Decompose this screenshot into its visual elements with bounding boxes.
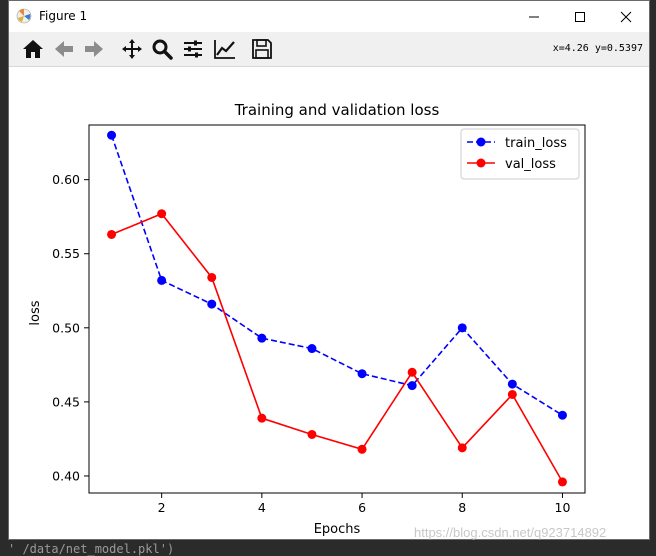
train-loss-point [457,323,467,333]
train-loss-point [357,369,367,379]
home-icon [23,40,43,58]
matplotlib-app-icon [16,8,32,24]
x-tick-label: 6 [358,500,366,515]
forward-icon [85,41,103,57]
configure-subplots-button[interactable] [180,36,206,62]
x-tick-label: 2 [158,500,166,515]
save-icon [252,39,272,59]
train-loss-point [507,379,517,389]
axes-frame [88,124,586,494]
y-tick-label: 0.60 [52,172,80,187]
close-icon [620,11,632,22]
train-loss-point [207,299,217,309]
chart-title: Training and validation loss [234,101,440,119]
home-button[interactable] [20,36,46,62]
y-tick-label: 0.55 [52,246,80,261]
legend-train-label: train_loss [505,136,567,151]
x-tick-label: 10 [555,500,571,515]
train-loss-point [257,333,267,343]
background-editor-edge [0,0,10,553]
cursor-coordinate-readout: x=4.26 y=0.5397 [552,43,643,54]
forward-button[interactable] [81,36,107,62]
train-loss-point [557,410,567,420]
val-loss-point [307,429,317,439]
plot-area: 2 4 6 8 10 0.40 0.45 0.50 0.55 0.60 [52,124,586,515]
loss-chart: Training and validation loss Epochs loss… [28,101,586,537]
val-loss-point [407,367,417,377]
background-code-line: ' /data/net_model.pkl') [8,542,175,556]
val-loss-point [207,272,217,282]
pan-button[interactable] [119,36,145,62]
edit-curves-icon [214,40,235,59]
figure-canvas[interactable]: Training and validation loss Epochs loss… [9,67,649,539]
legend: train_loss val_loss [460,128,580,180]
back-icon [55,41,73,57]
title-bar: Figure 1 [9,1,649,32]
val-loss-point [107,229,117,239]
train-loss-point [307,344,317,354]
x-axis-label: Epochs [314,522,361,537]
maximize-icon [575,11,585,22]
csdn-watermark: https://blog.csdn.net/q923714892 [414,525,607,540]
window-title: Figure 1 [39,9,88,23]
legend-val-label: val_loss [505,157,556,172]
zoom-icon [152,39,173,60]
figure-window: Figure 1 [8,0,650,540]
val-loss-point [507,389,517,399]
y-tick-label: 0.40 [52,468,80,483]
y-tick-label: 0.50 [52,320,80,335]
x-tick-label: 8 [458,500,466,515]
maximize-button[interactable] [557,1,603,32]
train-loss-point [157,275,167,285]
edit-curves-button[interactable] [212,36,238,62]
val-loss-point [557,477,567,487]
train-loss-line [110,134,563,416]
val-loss-point [157,209,167,219]
navigation-toolbar: x=4.26 y=0.5397 [9,32,649,67]
legend-val-marker [476,158,486,168]
back-button[interactable] [51,36,77,62]
y-tick-label: 0.45 [52,394,80,409]
close-button[interactable] [603,1,649,32]
pan-icon [122,39,142,59]
val-loss-point [357,444,367,454]
train-loss-point [107,130,117,140]
subplots-icon [184,40,202,58]
val-loss-line [111,212,564,483]
train-loss-point [407,381,417,391]
val-loss-point [457,443,467,453]
minimize-icon [529,16,539,17]
minimize-button[interactable] [511,1,557,32]
x-tick-label: 4 [258,500,266,515]
save-button[interactable] [249,36,275,62]
zoom-button[interactable] [149,36,175,62]
legend-train-marker [476,137,486,147]
val-loss-point [257,413,267,423]
y-axis-label: loss [28,300,43,325]
